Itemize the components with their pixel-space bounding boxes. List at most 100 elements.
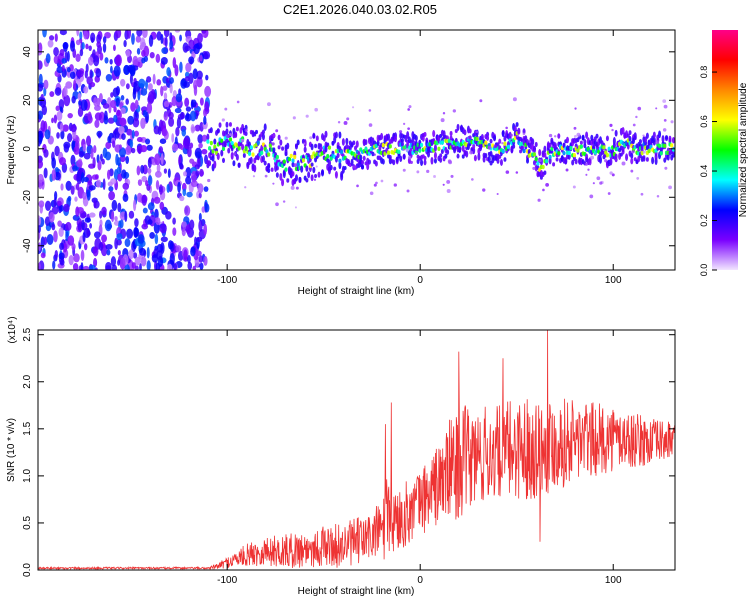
ridge-halo [366,162,370,171]
noise-speckle [113,114,118,123]
ridge-halo [427,150,431,158]
noise-speckle [56,132,60,139]
noise-speckle [116,109,121,117]
noise-speckle [167,263,173,270]
ridge-halo [261,129,265,135]
spectrogram-frame [37,29,676,271]
noise-speckle [163,30,170,38]
noise-speckle [103,110,108,121]
ridge-halo [489,138,493,144]
noise-speckle [110,65,113,74]
ridge-halo [362,155,366,161]
noise-speckle [105,243,113,250]
ridge-core [327,145,332,150]
noise-speckle [52,260,56,270]
ridge-core [579,144,583,149]
ridge-halo [253,164,257,173]
noise-speckle [74,196,78,202]
noise-speckle [67,195,72,202]
noise-speckle [58,227,64,238]
noise-speckle [66,71,71,78]
noise-speckle [116,166,122,175]
noise-speckle [185,167,192,178]
ridge-core [602,145,606,150]
ridge-halo [420,159,424,167]
ridge-core [301,158,306,163]
noise-speckle [199,262,204,270]
faint-speck [405,148,410,152]
snr-y-label: SNR (10 * v/v) [6,418,17,482]
ridge-core [572,152,577,158]
noise-speckle [199,54,203,62]
x-tick-label: 0 [417,275,423,286]
ridge-halo [439,153,443,158]
ridge-halo [671,153,675,158]
noise-speckle [180,144,184,150]
noise-speckle [196,70,203,80]
ridge-halo [393,135,397,143]
ridge-halo [314,173,318,179]
ridge-halo [630,152,634,159]
noise-speckle [147,157,152,169]
ridge-core [260,150,264,156]
noise-speckle [83,152,91,160]
ridge-halo [310,162,314,167]
noise-speckle [96,34,102,44]
faint-speck [294,206,297,209]
noise-speckle [118,125,125,135]
noise-speckle [139,262,142,270]
noise-speckle [152,73,156,85]
noise-speckle [94,174,99,180]
faint-speck [631,150,635,154]
noise-speckle [85,43,89,50]
noise-speckle [183,249,188,261]
noise-speckle [147,167,152,174]
ridge-halo [317,171,321,178]
ridge-halo [598,156,602,164]
x-tick-label: -100 [217,275,237,286]
ridge-halo [579,140,583,145]
ridge-core [657,143,662,149]
faint-speck [452,144,455,148]
noise-speckle [191,99,197,108]
noise-speckle [132,252,138,259]
noise-speckle [140,37,146,50]
x-tick-label: 100 [605,275,622,286]
noise-speckle [146,144,153,151]
snr-x-axis: -100 0 100 [217,330,622,586]
noise-speckle [184,97,190,108]
ridge-halo [432,129,436,138]
noise-speckle [147,91,155,103]
noise-speckle [111,210,115,223]
noise-speckle [85,135,92,147]
ridge-core [213,144,217,150]
noise-speckle [154,170,162,178]
faint-speck [229,133,232,136]
noise-speckle [141,223,149,230]
ridge-halo [658,130,662,139]
spectrogram-heatmap [38,30,675,270]
ridge-halo [216,128,220,134]
noise-speckle [128,210,135,219]
ridge-halo [267,164,271,170]
noise-speckle [172,57,177,69]
noise-speckle [146,260,151,270]
ridge-halo [423,155,427,161]
noise-speckle [124,264,130,270]
noise-speckle [79,31,83,40]
ridge-halo [241,143,245,151]
ridge-halo [496,158,500,164]
noise-speckle [134,218,139,228]
noise-speckle [80,212,87,218]
ridge-halo [261,155,265,163]
ridge-halo [590,134,594,141]
faint-speck [493,144,498,149]
ridge-halo [645,157,649,162]
faint-speck [662,99,667,103]
noise-speckle [163,100,170,108]
noise-speckle [174,30,181,33]
faint-speck [482,188,486,192]
ridge-halo [543,170,547,175]
ridge-core [522,148,526,154]
